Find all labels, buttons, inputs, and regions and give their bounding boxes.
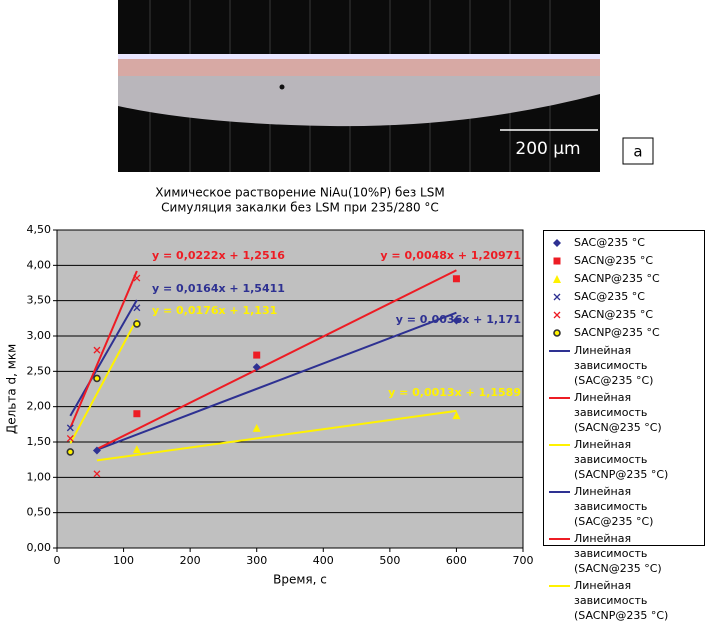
y-tick-label: 0,00 xyxy=(27,541,52,554)
legend-item: Линейная зависимость (SACN@235 °C) xyxy=(548,390,704,435)
micrograph-layer xyxy=(118,58,600,76)
legend-item: SACN@235 °C xyxy=(548,307,704,323)
marker-x xyxy=(554,294,560,300)
legend-swatch xyxy=(548,390,574,406)
y-tick-label: 3,00 xyxy=(27,329,52,342)
y-tick-label: 2,50 xyxy=(27,364,52,377)
legend-item: Линейная зависимость (SACN@235 °C) xyxy=(548,531,704,576)
y-tick-label: 1,50 xyxy=(27,435,52,448)
marker-dot xyxy=(67,449,73,455)
x-tick-label: 200 xyxy=(180,554,201,567)
micrograph-void xyxy=(280,85,285,90)
page: 200 µm a Химическое растворение NiAu(10%… xyxy=(0,0,709,586)
chart-title: Химическое растворение NiAu(10%P) без LS… xyxy=(155,186,444,200)
legend-item: Линейная зависимость (SAC@235 °C) xyxy=(548,484,704,529)
legend-swatch xyxy=(548,343,574,359)
panel-label: a xyxy=(633,143,642,161)
marker-square xyxy=(453,275,460,282)
legend-item: SACNP@235 °C xyxy=(548,325,704,341)
scale-label: 200 µm xyxy=(515,139,580,159)
legend-swatch xyxy=(548,484,574,500)
legend-label: SAC@235 °C xyxy=(574,235,702,250)
micrograph-pads xyxy=(118,54,600,59)
legend-swatch xyxy=(548,289,574,305)
legend-label: SACN@235 °C xyxy=(574,307,702,322)
legend-label: Линейная зависимость (SAC@235 °C) xyxy=(574,484,702,529)
legend-label: Линейная зависимость (SACN@235 °C) xyxy=(574,531,702,576)
marker-x xyxy=(554,312,560,318)
legend-item: SACN@235 °C xyxy=(548,253,704,269)
legend-swatch xyxy=(548,235,574,251)
x-tick-label: 400 xyxy=(313,554,334,567)
legend-swatch xyxy=(548,437,574,453)
x-tick-label: 700 xyxy=(513,554,534,567)
y-axis-label: Дельта d, мкм xyxy=(5,344,19,434)
legend-label: Линейная зависимость (SACN@235 °C) xyxy=(574,390,702,435)
marker-square xyxy=(133,410,140,417)
x-axis-label: Время, с xyxy=(273,573,327,587)
x-tick-label: 600 xyxy=(446,554,467,567)
y-tick-label: 1,00 xyxy=(27,470,52,483)
trendline-label: y = 0,0176x + 1,131 xyxy=(152,304,277,317)
y-tick-label: 4,50 xyxy=(27,223,52,236)
legend-item: Линейная зависимость (SAC@235 °C) xyxy=(548,343,704,388)
chart-subtitle: Симуляция закалки без LSM при 235/280 °C xyxy=(161,201,439,215)
legend-item: SAC@235 °C xyxy=(548,289,704,305)
x-tick-label: 0 xyxy=(54,554,61,567)
y-tick-label: 4,00 xyxy=(27,258,52,271)
marker-square xyxy=(253,352,260,359)
legend-item: SAC@235 °C xyxy=(548,235,704,251)
legend-swatch xyxy=(548,578,574,594)
legend-swatch xyxy=(548,271,574,287)
legend-label: SACN@235 °C xyxy=(574,253,702,268)
marker-triangle xyxy=(553,275,561,283)
trendline-label: y = 0,0013x + 1,1589 xyxy=(388,386,521,399)
marker-diamond xyxy=(553,239,561,247)
legend-label: SAC@235 °C xyxy=(574,289,702,304)
legend-swatch xyxy=(548,531,574,547)
legend-swatch xyxy=(548,325,574,341)
legend-swatch xyxy=(548,253,574,269)
legend-label: Линейная зависимость (SAC@235 °C) xyxy=(574,343,702,388)
trendline-label: y = 0,0048x + 1,20971 xyxy=(380,249,521,262)
marker-dot xyxy=(554,330,560,336)
marker-square xyxy=(554,258,561,265)
y-tick-label: 3,50 xyxy=(27,294,52,307)
legend-label: Линейная зависимость (SACNP@235 °C) xyxy=(574,437,702,482)
x-tick-label: 500 xyxy=(379,554,400,567)
legend-item: Линейная зависимость (SACNP@235 °C) xyxy=(548,578,704,623)
legend: SAC@235 °C SACN@235 °C SACNP@235 °C SAC@235… xyxy=(543,230,705,546)
trendline-label: y = 0,0164x + 1,5411 xyxy=(152,282,285,295)
y-tick-label: 0,50 xyxy=(27,506,52,519)
legend-item: Линейная зависимость (SACNP@235 °C) xyxy=(548,437,704,482)
y-tick-label: 2,00 xyxy=(27,400,52,413)
x-tick-label: 300 xyxy=(246,554,267,567)
legend-label: Линейная зависимость (SACNP@235 °C) xyxy=(574,578,702,623)
marker-dot xyxy=(134,321,140,327)
trendline-label: y = 0,0222x + 1,2516 xyxy=(152,249,285,262)
legend-label: SACNP@235 °C xyxy=(574,325,702,340)
legend-item: SACNP@235 °C xyxy=(548,271,704,287)
x-tick-label: 100 xyxy=(113,554,134,567)
legend-swatch xyxy=(548,307,574,323)
marker-dot xyxy=(94,375,100,381)
legend-label: SACNP@235 °C xyxy=(574,271,702,286)
